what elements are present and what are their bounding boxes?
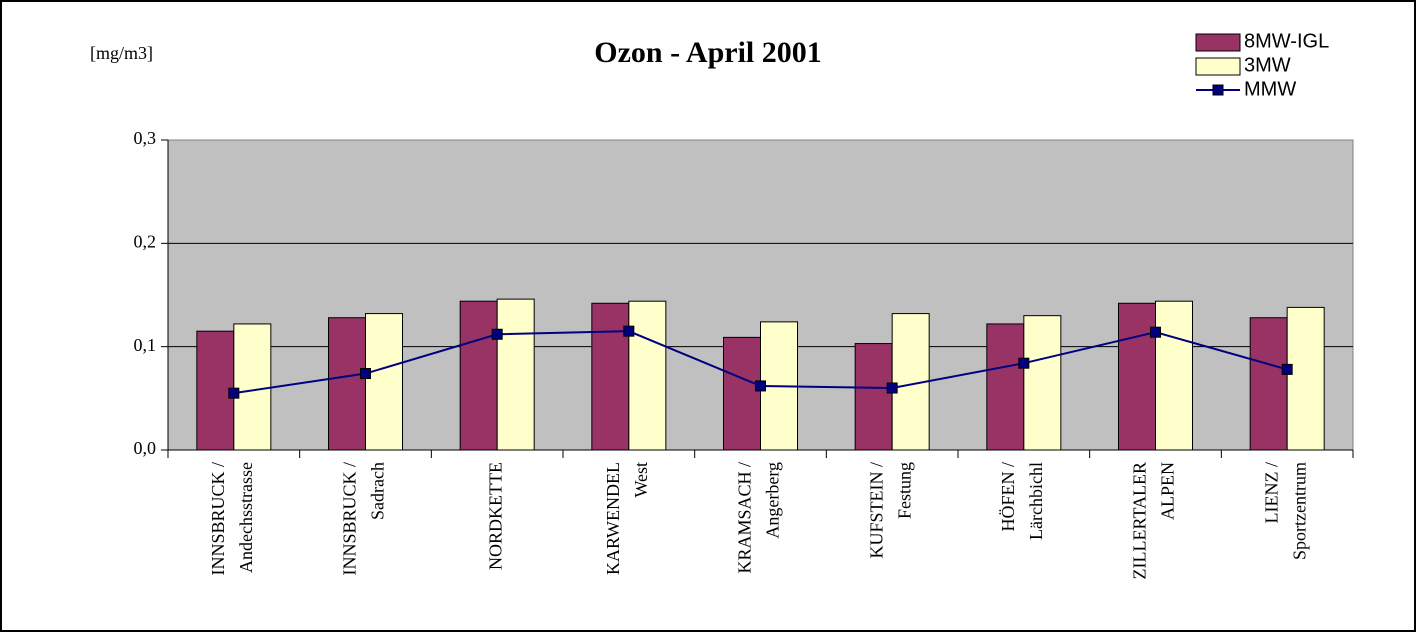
legend-swatch <box>1195 57 1241 76</box>
x-tick-label: LIENZ / <box>1261 462 1281 523</box>
x-tick-label: KRAMSACH / <box>735 462 755 574</box>
marker <box>1150 326 1161 338</box>
y-tick-label: 0,1 <box>134 335 157 355</box>
y-tick-label: 0,0 <box>134 438 157 458</box>
x-tick-label: KUFSTEIN / <box>866 462 886 559</box>
bar <box>496 298 535 451</box>
marker <box>360 368 371 380</box>
bar <box>459 300 498 451</box>
x-tick-label: Festung <box>894 462 914 519</box>
bar <box>1155 300 1193 451</box>
x-tick-label: West <box>631 462 651 498</box>
marker <box>755 380 766 392</box>
x-tick-label: Sportzentrum <box>1289 462 1309 560</box>
marker <box>491 328 503 340</box>
legend-label: 8MW-IGL <box>1244 30 1329 52</box>
legend-label: 3MW <box>1244 54 1291 76</box>
bar <box>233 323 272 451</box>
x-tick-label: Sadrach <box>368 462 388 520</box>
bar <box>196 330 235 451</box>
marker <box>623 325 635 337</box>
legend-swatch <box>1195 33 1241 52</box>
x-tick-label: Lärchbichl <box>1026 462 1046 540</box>
y-tick-label: 0,2 <box>134 231 157 251</box>
bar <box>1286 306 1325 451</box>
bar <box>1249 317 1288 451</box>
marker <box>1018 357 1030 369</box>
marker <box>228 387 240 399</box>
x-tick-label: Andechsstrasse <box>236 462 256 573</box>
marker <box>1281 363 1293 375</box>
marker <box>886 382 898 394</box>
legend-label: MMW <box>1244 78 1296 100</box>
x-tick-label: INNSBRUCK / <box>340 462 360 576</box>
bar <box>628 300 667 451</box>
bar <box>854 343 893 451</box>
x-tick-label: KARWENDEL <box>603 462 623 575</box>
bar <box>986 323 1025 451</box>
y-tick-label: 0,3 <box>134 128 157 148</box>
bar <box>365 313 403 451</box>
bar <box>723 336 761 451</box>
x-tick-label: INNSBRUCK / <box>208 462 228 576</box>
x-tick-label: Angerberg <box>763 462 783 539</box>
bar <box>328 317 366 451</box>
y-unit-label: [mg/m3] <box>90 43 153 63</box>
legend-marker <box>1212 84 1224 96</box>
bar <box>1023 315 1062 451</box>
x-tick-label: HÖFEN / <box>998 462 1018 532</box>
x-tick-label: NORDKETTE <box>485 462 505 570</box>
x-tick-label: ALPEN <box>1158 462 1178 520</box>
bar <box>591 302 630 451</box>
chart-title: Ozon - April 2001 <box>594 36 822 69</box>
x-tick-label: ZILLERTALER <box>1130 462 1150 579</box>
bar <box>1118 302 1156 451</box>
